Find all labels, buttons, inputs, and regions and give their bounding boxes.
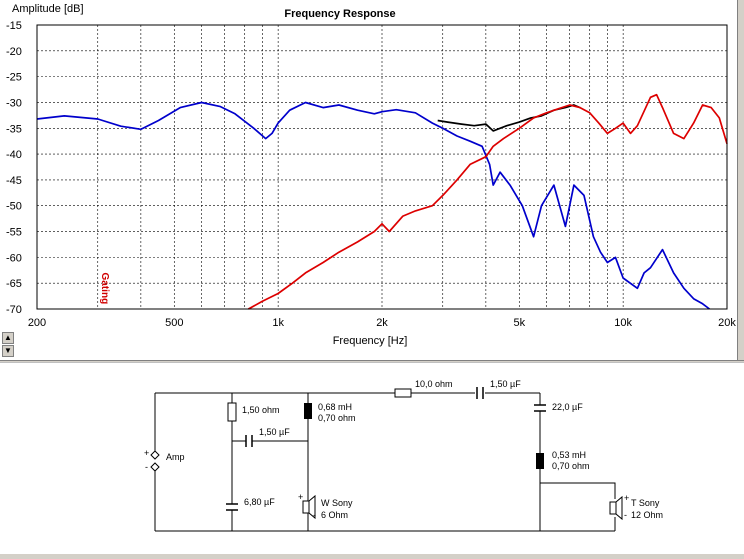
label-r1: 1,50 ohm [242,405,280,415]
x-tick-label: 20k [718,317,736,329]
x-tick-labels: 200 500 1k 2k 5k 10k 20k [28,317,737,329]
x-tick-label: 5k [513,317,525,329]
series-line-0 [437,104,581,132]
x-axis-label: Frequency [Hz] [333,335,408,347]
y-tick-label: -20 [6,46,22,58]
y-tick-label: -15 [6,20,22,32]
x-tick-label: 10k [614,317,632,329]
crossover-schematic: 1,50 ohm 1,50 µF 0,68 mH 0,70 ohm 6,80 µ… [0,362,744,554]
series-line-2 [247,93,728,310]
capacitor-c2 [226,503,238,511]
wire-tweeter-pos [540,482,616,499]
resistor-r1 [227,402,237,422]
woofer-plus: + [298,492,303,502]
schematic-drawing: 1,50 ohm 1,50 µF 0,68 mH 0,70 ohm 6,80 µ… [144,379,663,532]
label-c2: 6,80 µF [244,497,275,507]
scroll-down-icon[interactable]: ▼ [2,345,14,357]
label-woofer-impedance: 6 Ohm [321,510,348,520]
y-tick-label: -40 [6,149,22,161]
label-c1: 1,50 µF [259,427,290,437]
amp-terminal-icon [150,450,160,472]
y-tick-label: -50 [6,201,22,213]
y-tick-labels: -15 -20 -25 -30 -35 -40 -45 -50 -55 -60 -65 -70 [6,20,22,316]
tweeter-minus: - [624,510,627,520]
label-woofer-name: W Sony [321,498,353,508]
tweeter-speaker-icon [609,495,623,521]
panel-edge [737,0,744,360]
label-c4: 22,0 µF [552,402,583,412]
inductor-l1 [304,403,312,419]
label-tweeter-impedance: 12 Ohm [631,510,663,520]
y-tick-label: -30 [6,97,22,109]
x-tick-label: 500 [165,317,183,329]
woofer-minus: - [313,510,316,520]
label-l1-inductance: 0,68 mH [318,402,352,412]
y-tick-label: -25 [6,72,22,84]
series-line-1 [36,101,711,310]
series-layer [36,93,728,310]
capacitor-c3 [476,387,484,399]
label-tweeter-name: T Sony [631,498,660,508]
plot-frame [36,24,728,310]
x-tick-label: 1k [272,317,284,329]
scroll-spinner[interactable]: ▲ ▼ [2,332,14,358]
woofer-speaker-icon [302,494,316,520]
resistor-r2 [394,388,412,398]
y-tick-label: -35 [6,123,22,135]
chart-title: Frequency Response [284,8,395,20]
chart-panel: -15 -20 -25 -30 -35 -40 -45 -50 -55 -60 -65 -70 200… [0,0,744,361]
tweeter-plus: + [624,493,629,503]
x-tick-label: 200 [28,317,46,329]
capacitor-c1 [245,435,253,447]
wire-r1-c1 [231,421,246,442]
label-amp: Amp [166,452,185,462]
y-tick-label: -70 [6,304,22,316]
inductor-l2 [536,453,544,469]
x-tick-label: 2k [376,317,388,329]
label-l2-inductance: 0,53 mH [552,450,586,460]
y-tick-label: -60 [6,252,22,264]
y-tick-label: -55 [6,227,22,239]
frequency-response-chart: -15 -20 -25 -30 -35 -40 -45 -50 -55 -60 -65 -70 200… [6,3,737,347]
y-tick-label: -45 [6,175,22,187]
label-l1-resistance: 0,70 ohm [318,413,356,423]
y-tick-label: -65 [6,278,22,290]
scroll-up-icon[interactable]: ▲ [2,332,14,344]
grid [37,25,727,309]
amp-minus: - [145,462,148,472]
amp-plus: + [144,448,149,458]
label-l2-resistance: 0,70 ohm [552,461,590,471]
label-c3: 1,50 µF [490,379,521,389]
label-r2: 10,0 ohm [415,379,453,389]
capacitor-c4 [534,404,546,412]
y-axis-label: Amplitude [dB] [12,3,84,15]
gating-annotation: Gating [99,273,110,305]
